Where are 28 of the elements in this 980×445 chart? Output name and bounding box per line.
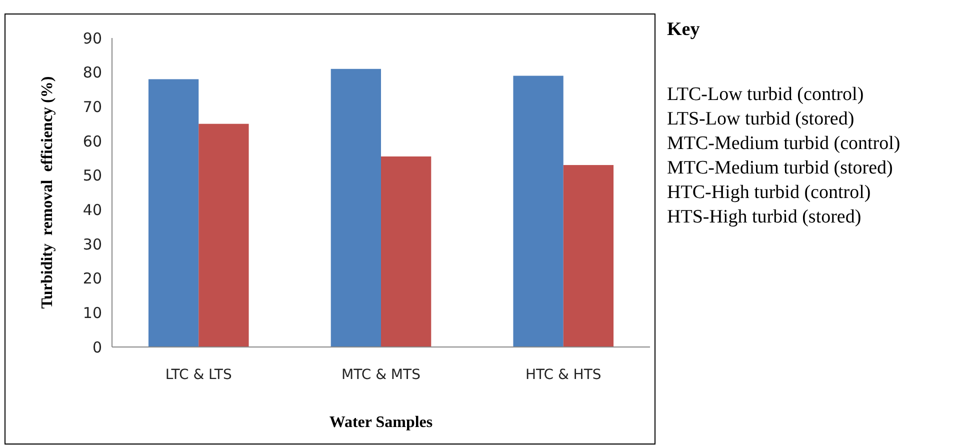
bar — [148, 79, 199, 347]
bar — [330, 68, 381, 347]
y-tick-label: 60 — [82, 132, 102, 150]
bar — [381, 156, 432, 347]
text: HTC-High turbid (control) — [667, 182, 871, 203]
bar — [563, 165, 614, 347]
y-tick-label: 20 — [82, 270, 102, 288]
y-tick-label: 90 — [82, 29, 102, 48]
text: Key — [667, 19, 700, 40]
y-tick-label: 10 — [82, 304, 102, 322]
bar — [198, 124, 249, 347]
y-axis-title: Turbidity removal efficiency (%) — [39, 76, 56, 309]
x-axis-title: Water Samples — [329, 414, 433, 431]
text: MTC-Medium turbid (stored) — [667, 158, 893, 178]
y-tick-label: 70 — [82, 98, 102, 116]
y-tick-label: 30 — [82, 235, 102, 254]
y-tick-label: 80 — [82, 64, 102, 82]
y-tick-label: 0 — [92, 338, 102, 356]
y-tick-label: 40 — [82, 200, 102, 219]
text: LTC-Low turbid (control) — [667, 84, 864, 105]
x-tick-label: HTC & HTS — [525, 367, 602, 383]
x-tick-label: LTC & LTS — [165, 367, 232, 383]
text: LTS-Low turbid (stored) — [667, 108, 854, 130]
y-tick-label: 50 — [82, 166, 102, 185]
x-tick-label: MTC & MTS — [342, 367, 421, 383]
bar — [513, 76, 564, 347]
text: MTC-Medium turbid (control) — [667, 133, 900, 154]
text: HTS-High turbid (stored) — [667, 206, 862, 228]
